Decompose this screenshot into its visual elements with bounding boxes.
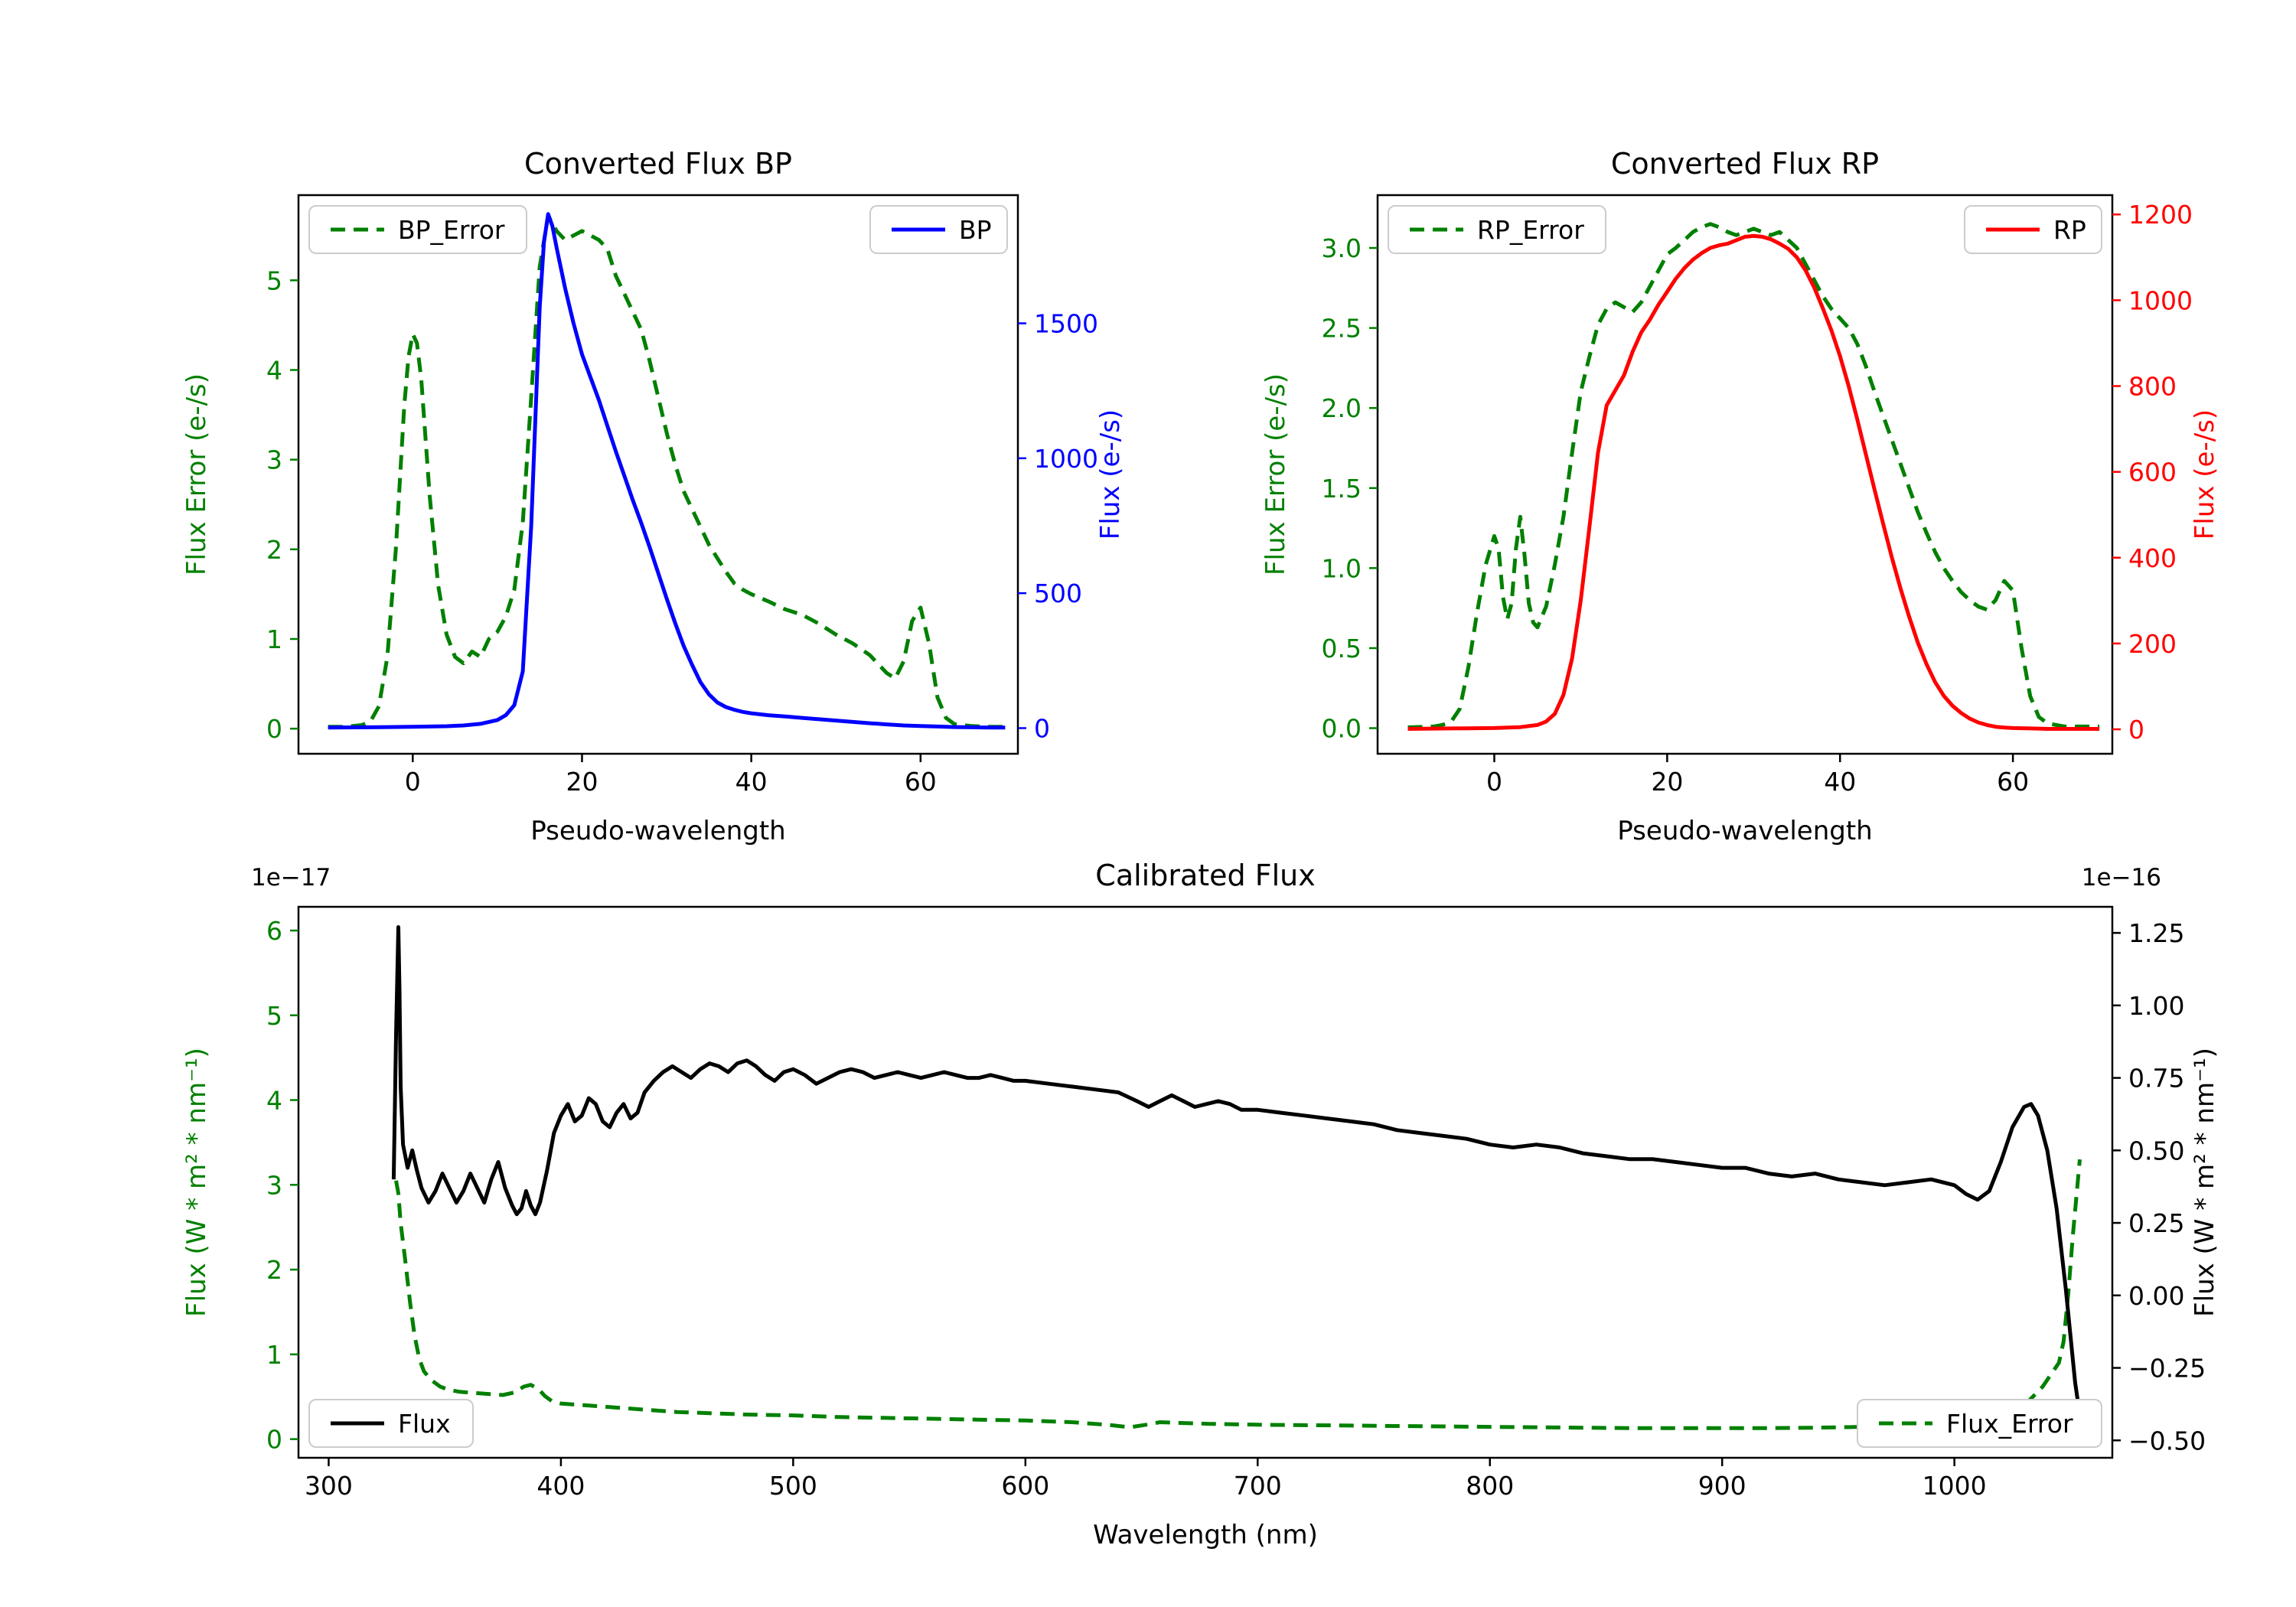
- rp-x-axis-label: Pseudo-wavelength: [1617, 816, 1872, 846]
- calibrated-left-tick-label: 1: [266, 1340, 282, 1370]
- rp-right-tick-label: 1200: [2128, 200, 2193, 230]
- bp-x-tick-label: 40: [735, 767, 768, 797]
- legend-label: BP_Error: [398, 215, 505, 245]
- rp-right-tick-label: 1000: [2128, 285, 2193, 315]
- bp-x-tick-label: 20: [566, 767, 598, 797]
- rp-series-rp: [1407, 233, 2100, 731]
- bp-left-tick-label: 4: [266, 355, 282, 385]
- rp-left-tick-label: 1.0: [1322, 553, 1362, 583]
- rp-right-tick-label: 800: [2128, 372, 2177, 402]
- bp-left-axis-label: Flux Error (e-/s): [181, 373, 212, 575]
- bp-left-tick-label: 1: [266, 624, 282, 654]
- calibrated-right-tick-label: −0.50: [2128, 1426, 2206, 1455]
- bp-series-bp-error: [328, 214, 1006, 729]
- calibrated-x-tick-label: 700: [1234, 1471, 1282, 1501]
- calibrated-left-tick-label: 4: [266, 1086, 282, 1116]
- calibrated-right-tick-label: 0.00: [2128, 1281, 2184, 1311]
- rp-right-tick-label: 400: [2128, 543, 2177, 573]
- bp-right-tick-label: 500: [1034, 579, 1082, 608]
- calibrated-left-tick-label: 0: [266, 1425, 282, 1455]
- legend-label: RP_Error: [1477, 215, 1584, 245]
- calibrated-axes-spines: [297, 905, 2114, 1459]
- bp-left-tick-label: 2: [266, 535, 282, 565]
- rp-left-tick-label: 2.0: [1322, 393, 1362, 423]
- calibrated-right-tick-label: −0.25: [2128, 1354, 2206, 1384]
- rp-x-tick-label: 60: [1997, 767, 2029, 797]
- calibrated-x-tick-label: 400: [536, 1471, 585, 1501]
- bp-x-tick-label: 0: [405, 767, 421, 797]
- bp-left-tick-label: 0: [266, 714, 282, 744]
- calibrated-right-tick-label: 1.00: [2128, 991, 2184, 1021]
- calibrated-x-tick-label: 500: [769, 1471, 817, 1501]
- legend-label: Flux: [398, 1409, 451, 1439]
- calibrated-right-tick-label: 0.25: [2128, 1208, 2184, 1238]
- calibrated-x-tick-label: 600: [1001, 1471, 1049, 1501]
- calibrated-left-axis-label: Flux (W * m² * nm⁻¹): [181, 1048, 212, 1317]
- bp-left-tick-label: 3: [266, 445, 282, 475]
- legend-label: BP: [959, 215, 992, 245]
- rp-x-tick-label: 0: [1486, 767, 1502, 797]
- calibrated-left-tick-label: 5: [266, 1001, 282, 1031]
- bp-right-axis-label: Flux (e-/s): [1095, 409, 1126, 539]
- calibrated-x-tick-label: 300: [305, 1471, 353, 1501]
- rp-left-tick-label: 0.0: [1322, 714, 1362, 744]
- calibrated-x-tick-label: 1000: [1923, 1471, 1987, 1501]
- rp-left-tick-label: 0.5: [1322, 634, 1362, 663]
- bp-x-axis-label: Pseudo-wavelength: [530, 816, 785, 846]
- calibrated-legend-flux-error: [1857, 1399, 2102, 1448]
- calibrated-left-tick-label: 6: [266, 916, 282, 946]
- calibrated-x-tick-label: 800: [1466, 1471, 1514, 1501]
- bp-left-tick-label: 5: [266, 266, 282, 295]
- calibrated-left-offset-text: 1e−17: [251, 864, 331, 892]
- calibrated-series-flux: [391, 925, 2085, 1433]
- rp-legend-rp-error: [1388, 205, 1606, 254]
- calibrated-right-tick-label: 0.75: [2128, 1064, 2184, 1094]
- rp-right-tick-label: 0: [2128, 715, 2144, 745]
- calibrated-x-tick-label: 900: [1698, 1471, 1746, 1501]
- rp-subplot: 0 20 40 60 0.0 0.5 1.0 1.5 2.0 2.5 3.0 Flux Error (…: [1261, 147, 2220, 846]
- rp-x-tick-label: 20: [1651, 767, 1683, 797]
- rp-axes-spines: [1376, 194, 2114, 755]
- legend-label: RP: [2053, 215, 2086, 245]
- calibrated-title: Calibrated Flux: [1095, 859, 1315, 892]
- rp-title: Converted Flux RP: [1611, 147, 1879, 181]
- rp-right-axis-label: Flux (e-/s): [2190, 409, 2220, 539]
- calibrated-subplot: 300 400 500 600 700 800 900 1000 0 1 2 3 4 5 6 Flux (W …: [181, 859, 2220, 1550]
- bp-axes-spines: [297, 194, 1019, 755]
- rp-left-tick-label: 2.5: [1322, 314, 1362, 344]
- calibrated-right-axis-label: Flux (W * m² * nm⁻¹): [2190, 1048, 2220, 1317]
- rp-right-tick-label: 200: [2128, 629, 2177, 659]
- bp-legend-bp-error: [308, 205, 527, 254]
- bp-series-bp: [328, 212, 1006, 730]
- bp-right-tick-label: 0: [1034, 713, 1050, 743]
- rp-left-tick-label: 1.5: [1322, 474, 1362, 504]
- rp-left-axis-label: Flux Error (e-/s): [1261, 373, 1291, 575]
- rp-x-tick-label: 40: [1824, 767, 1856, 797]
- bp-right-tick-label: 1500: [1034, 309, 1098, 339]
- bp-title: Converted Flux BP: [524, 147, 792, 181]
- rp-left-tick-label: 3.0: [1322, 233, 1362, 263]
- bp-right-tick-label: 1000: [1034, 444, 1098, 474]
- calibrated-x-axis-label: Wavelength (nm): [1093, 1520, 1318, 1550]
- calibrated-left-tick-label: 3: [266, 1170, 282, 1200]
- calibrated-right-tick-label: 1.25: [2128, 918, 2184, 948]
- rp-right-tick-label: 600: [2128, 458, 2177, 487]
- calibrated-right-tick-label: 0.50: [2128, 1136, 2184, 1165]
- bp-subplot: 0 20 40 60 0 1 2 3 4 5 Flux Error (e-/s) 0 500 1000 15…: [181, 147, 1126, 846]
- calibrated-series-flux-error: [394, 1159, 2082, 1430]
- calibrated-right-offset-text: 1e−16: [2082, 864, 2161, 892]
- rp-series-rp-error: [1407, 222, 2100, 729]
- calibrated-left-tick-label: 2: [266, 1255, 282, 1285]
- calibrated-legend-flux: [308, 1399, 474, 1448]
- bp-x-tick-label: 60: [905, 767, 937, 797]
- legend-label: Flux_Error: [1946, 1409, 2073, 1439]
